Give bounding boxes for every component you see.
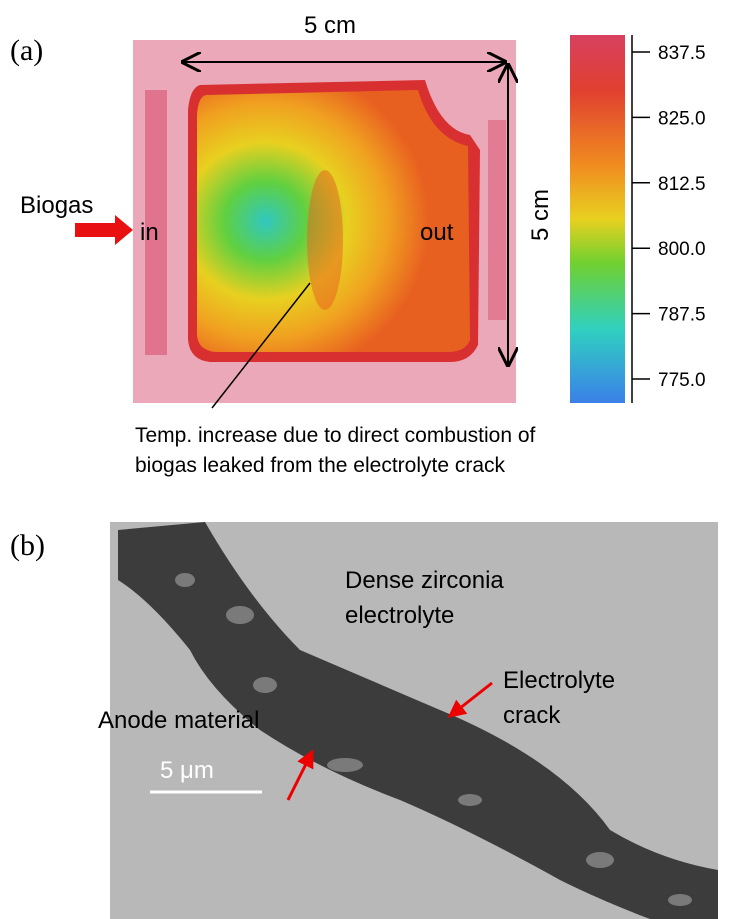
- inlet-label: Biogas: [20, 192, 93, 219]
- annotation: Anode material: [98, 707, 259, 734]
- panel-a: (a) 5 cm 5 cm Biogas in out 837.5 825.0 81…: [10, 12, 706, 477]
- width-label: 5 cm: [304, 12, 356, 39]
- colorbar: [570, 35, 625, 403]
- panel-b: (b) Dense zirconia electrolyte Electroly…: [10, 522, 718, 919]
- colorbar-label: 800.0: [658, 239, 706, 260]
- annotation: Electrolyte: [503, 667, 615, 694]
- height-label: 5 cm: [527, 189, 554, 241]
- caption: biogas leaked from the electrolyte crack: [135, 454, 506, 477]
- caption: Temp. increase due to direct combustion …: [135, 424, 536, 447]
- colorbar-label: 825.0: [658, 108, 706, 129]
- annotation: Dense zirconia: [345, 567, 504, 594]
- colorbar-label: 812.5: [658, 174, 706, 195]
- out-label: out: [420, 219, 454, 246]
- page: (a) 5 cm 5 cm Biogas in out 837.5 825.0 81…: [0, 0, 747, 919]
- colorbar-label: 775.0: [658, 370, 706, 391]
- scale-bar-label: 5 μm: [160, 757, 214, 784]
- annotation: electrolyte: [345, 602, 454, 629]
- panel-label: (a): [10, 34, 43, 67]
- colorbar-label: 837.5: [658, 43, 706, 64]
- colorbar-label: 787.5: [658, 305, 706, 326]
- panel-label: (b): [10, 529, 45, 562]
- figure: (a) 5 cm 5 cm Biogas in out 837.5 825.0 81…: [0, 0, 747, 919]
- annotation: crack: [503, 702, 561, 729]
- in-label: in: [140, 219, 159, 246]
